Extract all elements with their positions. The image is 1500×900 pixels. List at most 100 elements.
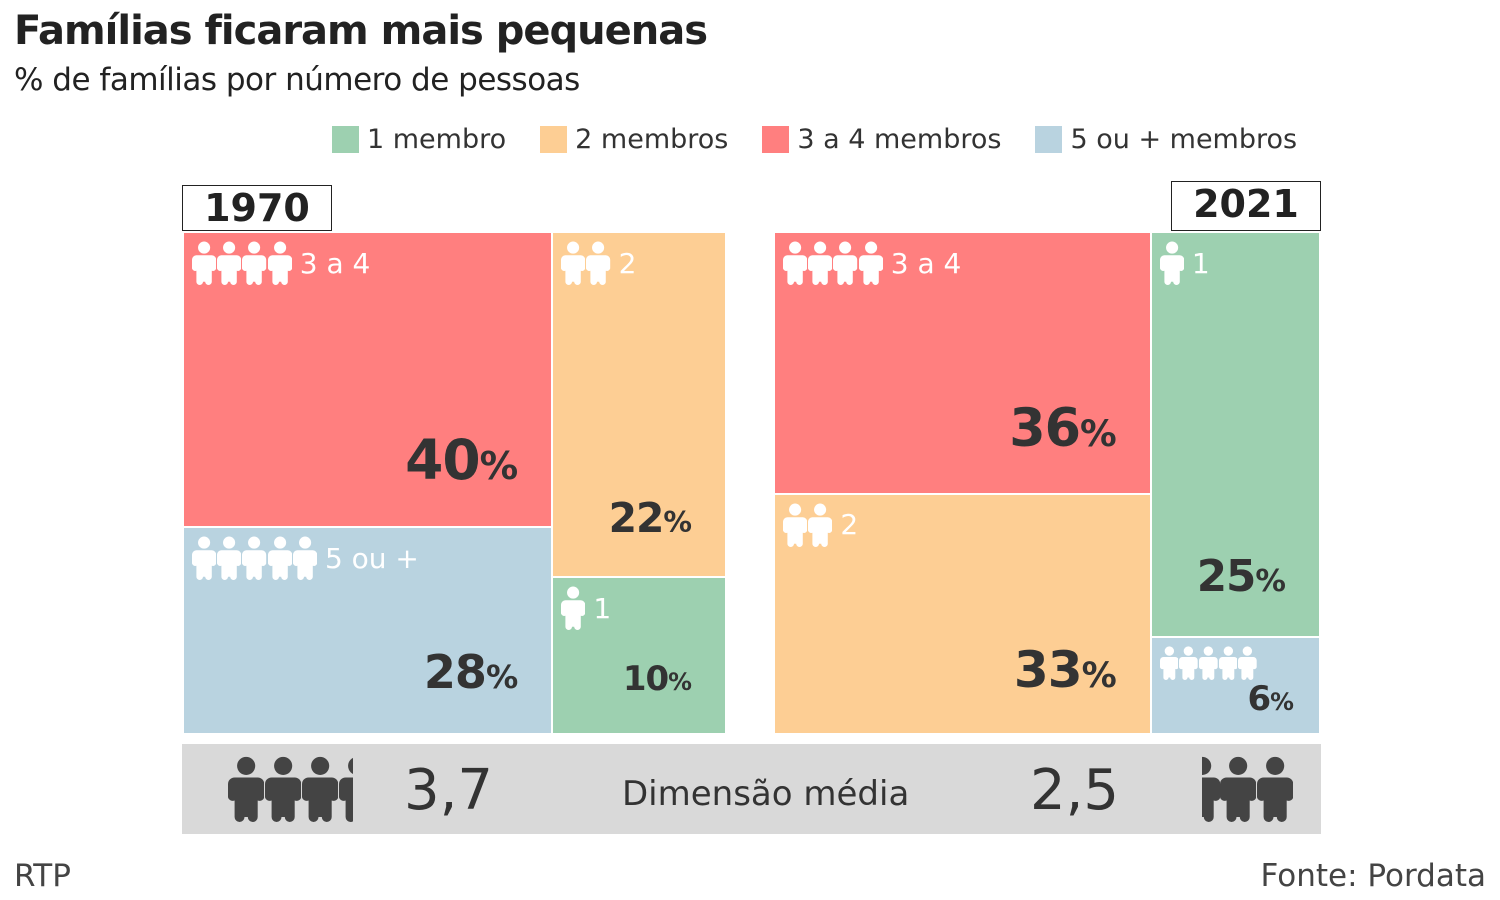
people-icon-group — [192, 536, 317, 581]
average-size-bar: 3,7 Dimensão média 2,5 — [182, 744, 1321, 834]
year-label-1970: 1970 — [182, 185, 332, 231]
legend-label: 1 membro — [367, 124, 507, 155]
person-icon — [858, 241, 883, 285]
person-icon — [242, 536, 267, 581]
people-icon-group — [561, 586, 586, 631]
cell-percent: 10% — [622, 659, 692, 699]
legend-item: 1 membro — [332, 124, 506, 155]
treemap-cell-1970-2: 2 22% — [552, 232, 726, 578]
avg-size-label: Dimensão média — [622, 774, 910, 814]
person-icon — [217, 536, 242, 581]
cell-percent: 33% — [1013, 639, 1117, 699]
person-icon — [265, 756, 301, 822]
percent-sign: % — [1270, 687, 1294, 716]
cell-percent: 36% — [1009, 397, 1117, 459]
cell-percent: 28% — [423, 644, 518, 699]
treemap-cell-2021-34: 3 a 4 36% — [774, 232, 1151, 494]
people-icon-group — [561, 241, 611, 285]
cell-percent: 22% — [608, 494, 692, 543]
percent-value: 28 — [423, 644, 487, 699]
person-icon — [1159, 646, 1179, 680]
person-icon — [267, 241, 292, 285]
person-icon — [302, 756, 338, 822]
percent-value: 25 — [1196, 551, 1257, 602]
percent-value: 33 — [1013, 639, 1083, 699]
legend-item: 5 ou + membros — [1035, 124, 1297, 155]
legend-label: 3 a 4 membros — [797, 124, 1002, 155]
person-icon — [561, 241, 586, 285]
treemap-cell-1970-1: 1 10% — [552, 577, 726, 734]
person-icon — [1199, 646, 1218, 680]
percent-sign: % — [668, 668, 692, 696]
cell-label: 2 — [618, 246, 637, 280]
person-icon — [1220, 756, 1256, 822]
person-icon — [783, 503, 808, 547]
person-icon — [808, 503, 833, 547]
percent-sign: % — [1080, 411, 1117, 455]
person-icon — [192, 536, 217, 581]
person-icon — [1218, 646, 1238, 680]
cell-percent: 25% — [1196, 551, 1286, 602]
person-icon — [292, 536, 317, 581]
person-icon — [833, 241, 858, 285]
person-icon — [228, 756, 264, 822]
person-icon — [1202, 756, 1220, 822]
person-icon — [339, 757, 354, 822]
percent-sign: % — [1081, 654, 1117, 696]
people-icon-group — [783, 503, 833, 547]
cell-label: 1 — [593, 591, 612, 625]
person-icon — [1159, 241, 1184, 285]
treemap-cell-1970-34: 3 a 4 40% — [183, 232, 553, 528]
legend-swatch — [1035, 126, 1063, 153]
person-icon — [561, 586, 586, 631]
percent-sign: % — [485, 657, 518, 696]
treemap-cell-1970-5: 5 ou + 28% — [183, 527, 553, 734]
person-icon — [217, 241, 242, 285]
person-icon — [267, 536, 292, 581]
treemap-cell-2021-5: 6% — [1150, 636, 1320, 734]
chart-subtitle: % de famílias por número de pessoas — [14, 62, 580, 98]
avg-size-2021: 2,5 — [1030, 758, 1120, 823]
legend-label: 2 membros — [575, 124, 729, 155]
people-icon-group — [228, 756, 354, 830]
people-icon-group — [783, 241, 883, 285]
legend-label: 5 ou + membros — [1070, 124, 1298, 155]
percent-value: 22 — [608, 494, 665, 543]
legend-item: 2 membros — [540, 124, 728, 155]
person-icon — [192, 241, 217, 285]
percent-value: 6 — [1247, 678, 1271, 719]
percent-value: 40 — [405, 428, 481, 493]
avg-size-1970: 3,7 — [404, 758, 494, 823]
cell-label: 3 a 4 — [299, 246, 371, 280]
cell-label: 1 — [1191, 246, 1210, 280]
legend-swatch — [540, 126, 568, 153]
treemap-cell-2021-1: 1 25% — [1150, 232, 1320, 637]
cell-label: 2 — [840, 508, 859, 542]
people-icon-group — [1202, 756, 1294, 830]
percent-value: 36 — [1009, 397, 1081, 459]
footer-brand: RTP — [14, 858, 71, 894]
percent-value: 10 — [622, 659, 669, 699]
legend-swatch — [332, 126, 359, 153]
person-icon — [1179, 646, 1199, 680]
percent-sign: % — [479, 444, 519, 490]
person-icon — [242, 241, 267, 285]
people-icon-group — [1159, 646, 1258, 680]
legend-swatch — [762, 126, 790, 153]
treemap-cell-2021-2: 2 33% — [774, 493, 1151, 734]
person-icon — [808, 241, 833, 285]
cell-label: 3 a 4 — [890, 246, 962, 280]
legend-item: 3 a 4 membros — [762, 124, 1001, 155]
chart-title: Famílias ficaram mais pequenas — [14, 8, 708, 54]
percent-sign: % — [663, 505, 692, 540]
person-icon — [586, 241, 611, 285]
person-icon — [1238, 646, 1258, 680]
cell-label: 5 ou + — [324, 541, 419, 575]
footer-source: Fonte: Pordata — [1260, 858, 1486, 894]
legend: 1 membro 2 membros 3 a 4 membros 5 ou + mem… — [332, 124, 1331, 155]
percent-sign: % — [1255, 563, 1286, 599]
cell-percent: 40% — [405, 428, 519, 493]
person-icon — [1257, 756, 1293, 822]
cell-percent: 6% — [1247, 678, 1294, 719]
year-label-2021: 2021 — [1171, 181, 1321, 231]
